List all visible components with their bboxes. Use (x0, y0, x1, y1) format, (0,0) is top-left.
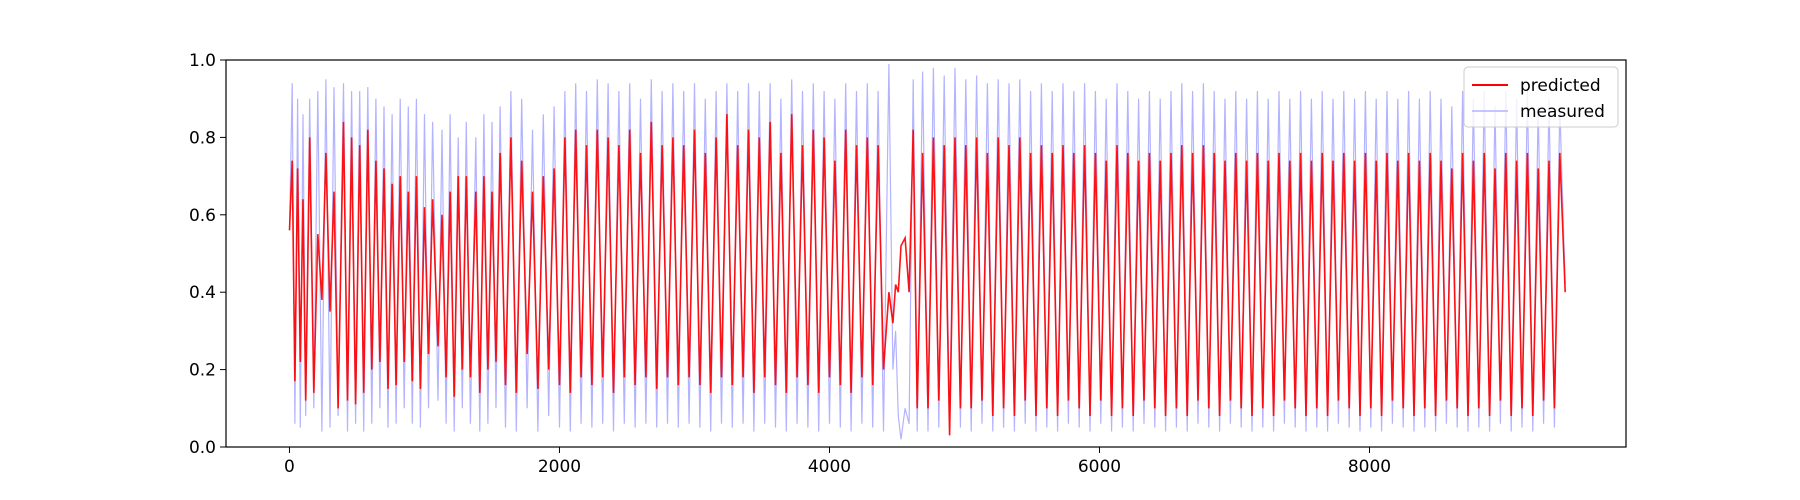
y-tick-label: 0.2 (189, 361, 216, 381)
series-layer (288, 63, 1566, 440)
y-tick-label: 1.0 (189, 51, 216, 71)
x-tick-label: 6000 (1078, 457, 1121, 477)
axes-border (225, 59, 1627, 448)
series-line-predicted (288, 114, 1566, 436)
x-tick-label: 0 (284, 457, 295, 477)
y-tick-label: 0.8 (189, 128, 216, 148)
y-axis: 0.0 0.2 0.4 0.6 0.8 1.0 (189, 51, 226, 458)
x-axis: 0 2000 4000 6000 8000 (284, 447, 1391, 477)
y-tick-label: 0.0 (189, 438, 216, 458)
legend-label-measured: measured (1520, 102, 1605, 122)
y-tick-label: 0.6 (189, 206, 216, 226)
y-tick-label: 0.4 (189, 283, 216, 303)
legend-label-predicted: predicted (1520, 76, 1601, 96)
legend-box (1463, 66, 1619, 128)
plot-area (226, 60, 1626, 447)
x-tick-label: 4000 (808, 457, 851, 477)
x-tick-label: 8000 (1348, 457, 1391, 477)
x-tick-label: 2000 (538, 457, 581, 477)
legend: predicted measured (1463, 66, 1619, 128)
plot-background (226, 60, 1626, 447)
